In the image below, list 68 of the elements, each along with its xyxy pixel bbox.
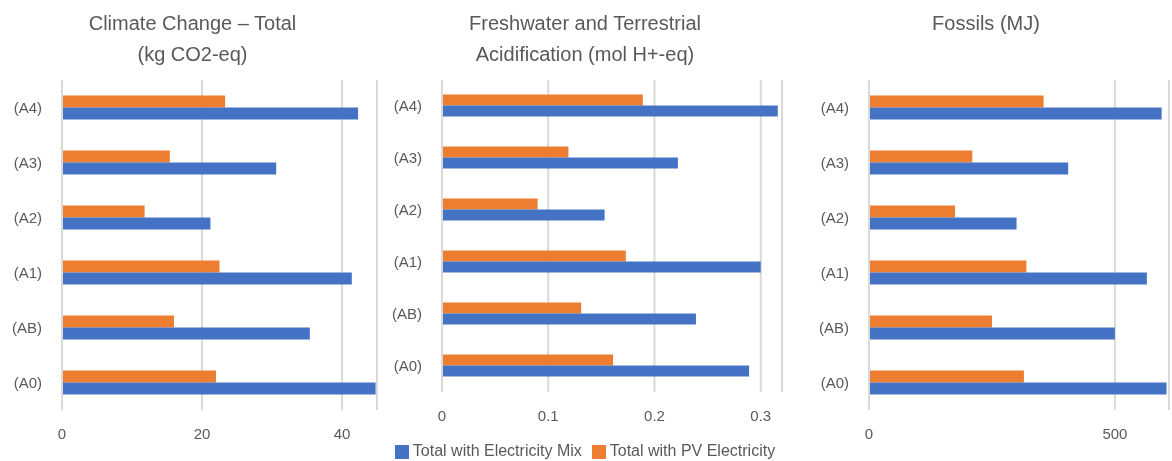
y-tick-label: (A2) (393, 201, 422, 219)
y-tick-label: (A0) (13, 373, 42, 391)
bar (442, 302, 582, 314)
x-tick-label: 0.1 (537, 406, 559, 424)
x-tick-label: 0.3 (750, 406, 772, 424)
y-tick-label: (A3) (820, 153, 849, 171)
y-tick-label: (A1) (820, 263, 849, 281)
bar (62, 107, 359, 120)
bar (62, 217, 211, 230)
x-tick-label: 0 (864, 424, 874, 442)
bar (442, 198, 538, 210)
bar (62, 370, 216, 383)
chart-title: Climate Change – Total (kg CO2-eq) (87, 11, 298, 67)
bar (869, 150, 973, 163)
y-tick-label: (A2) (820, 208, 849, 226)
bar (442, 250, 626, 262)
y-tick-label: (A3) (393, 149, 422, 167)
y-tick-label: (A0) (393, 357, 422, 375)
bar (442, 313, 696, 325)
bar (869, 95, 1044, 108)
y-tick-label: (A4) (13, 98, 42, 116)
bar (62, 260, 220, 273)
chart-title: Fossils (MJ) (931, 11, 1041, 36)
bar (869, 217, 1017, 230)
bar (62, 327, 310, 340)
bar (62, 315, 174, 328)
bar (62, 162, 277, 175)
bar (442, 157, 678, 169)
bar (869, 315, 992, 328)
bar (869, 205, 956, 218)
bar (62, 205, 145, 218)
y-tick-label: (A0) (820, 373, 849, 391)
legend-label: Total with Electricity Mix (412, 442, 582, 459)
bar (869, 370, 1024, 383)
bar (442, 261, 761, 273)
bar (869, 272, 1147, 285)
x-tick-label: 40 (333, 424, 351, 442)
bar (869, 382, 1167, 395)
y-tick-label: (A4) (393, 97, 422, 115)
chart-title: Freshwater and Terrestrial Acidification (mol H+-eq) (468, 11, 702, 67)
bar (869, 260, 1027, 273)
y-tick-label: (AB) (819, 318, 849, 336)
y-tick-label: (A3) (13, 153, 42, 171)
bar (442, 354, 614, 366)
x-tick-label: 0 (57, 424, 67, 442)
y-tick-label: (AB) (392, 305, 422, 323)
bar (62, 272, 352, 285)
bar (442, 94, 643, 106)
bar (62, 150, 170, 163)
bar (442, 105, 778, 117)
x-tick-label: 0 (437, 406, 447, 424)
bar (869, 327, 1115, 340)
bar (62, 382, 376, 395)
bar (442, 146, 569, 158)
y-tick-label: (A2) (13, 208, 42, 226)
bar (62, 95, 226, 108)
x-tick-label: 0.2 (644, 406, 665, 424)
x-tick-label: 500 (1102, 424, 1128, 442)
y-tick-label: (A1) (13, 263, 42, 281)
bar (869, 162, 1069, 175)
x-tick-label: 20 (193, 424, 211, 442)
y-tick-label: (A4) (820, 98, 849, 116)
bar (869, 107, 1162, 120)
legend-label: Total with PV Electricity (609, 442, 776, 459)
y-tick-label: (AB) (12, 318, 42, 336)
y-tick-label: (A1) (393, 253, 422, 271)
bar (442, 209, 605, 221)
bar (442, 365, 750, 377)
